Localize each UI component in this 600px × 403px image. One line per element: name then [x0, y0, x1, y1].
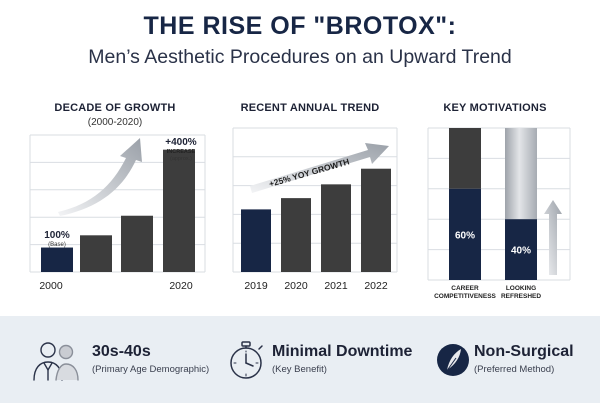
x-tick-label: 2022 — [364, 280, 388, 292]
chart1-title: DECADE OF GROWTH — [54, 102, 176, 114]
footer-band: 30s-40s (Primary Age Demographic) Minima… — [0, 316, 600, 403]
bar-motivation-0 — [449, 188, 481, 280]
up-arrow — [544, 200, 562, 275]
x-tick-label: REFRESHED — [501, 293, 541, 300]
stopwatch-icon — [230, 341, 263, 379]
page-title: THE RISE OF "BROTOX": — [143, 12, 457, 40]
footer-item-nonsurgical: Non-Surgical (Preferred Method) — [436, 316, 596, 403]
men-silhouette-icon — [33, 342, 79, 381]
chart1-subtitle: (2000-2020) — [87, 117, 143, 128]
bar-decade-0 — [41, 247, 73, 272]
end-note-label-2: (approx.) — [170, 156, 192, 162]
bar-motivation-remainder-1 — [505, 128, 537, 220]
bar-motivation-1 — [505, 219, 537, 280]
footer-item-downtime: Minimal Downtime (Key Benefit) — [226, 316, 426, 403]
page-subtitle: Men’s Aesthetic Procedures on an Upward … — [88, 46, 512, 68]
x-tick-label: COMPETITIVENESS — [434, 293, 496, 300]
x-tick-label: 2020 — [169, 280, 193, 292]
bar-annual-2 — [321, 184, 351, 272]
footer-nonsurgical-label: Non-Surgical — [474, 343, 574, 360]
x-tick-label: 2020 — [284, 280, 308, 292]
chart2-title: RECENT ANNUAL TREND — [240, 102, 380, 114]
footer-item-age: 30s-40s (Primary Age Demographic) — [30, 316, 220, 403]
yoy-arrow — [250, 143, 389, 193]
bar-decade-3 — [163, 149, 195, 272]
bar-annual-3 — [361, 168, 391, 272]
footer-nonsurgical-sublabel: (Preferred Method) — [474, 364, 555, 375]
start-note-label: (Base) — [48, 242, 66, 248]
bar-decade-2 — [121, 215, 153, 272]
x-tick-label: 2019 — [244, 280, 268, 292]
footer-age-label: 30s-40s — [92, 343, 151, 360]
bar-decade-1 — [80, 235, 112, 272]
bar-value-label: 60% — [455, 230, 475, 241]
bar-motivation-remainder-0 — [449, 128, 481, 189]
footer-downtime-label: Minimal Downtime — [272, 343, 413, 360]
bar-annual-0 — [241, 209, 271, 272]
x-tick-label: CAREER — [451, 285, 479, 292]
bar-value-label: 40% — [511, 246, 531, 257]
x-tick-label: 2000 — [39, 280, 63, 292]
chart3-title: KEY MOTIVATIONS — [443, 102, 547, 114]
footer-age-sublabel: (Primary Age Demographic) — [92, 364, 210, 375]
end-note-label: INCREASE — [167, 149, 196, 155]
x-tick-label: LOOKING — [506, 285, 536, 292]
start-value-label: 100% — [44, 230, 70, 241]
growth-arrow — [58, 138, 142, 216]
end-value-label: +400% — [165, 137, 197, 148]
footer-downtime-sublabel: (Key Benefit) — [272, 364, 327, 375]
x-tick-label: 2021 — [324, 280, 348, 292]
chart-decade-of-growth: 2000 2020 100%(Base) +400%INCREASE(approx.)… — [29, 127, 571, 300]
feather-icon — [437, 344, 469, 376]
yoy-arrow-label: +25% YOY GROWTH — [268, 156, 351, 189]
bar-annual-1 — [281, 198, 311, 272]
